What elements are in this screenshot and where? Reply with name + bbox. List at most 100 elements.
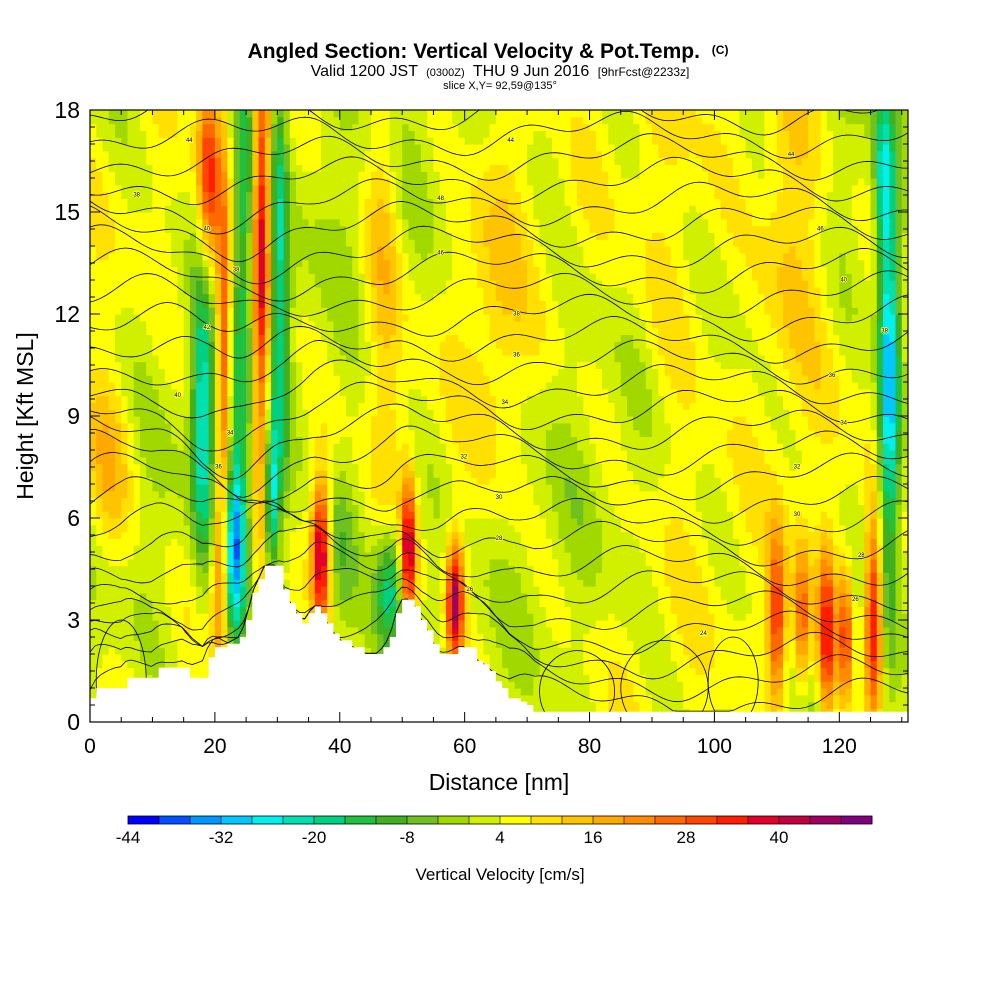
velocity-cell [158, 280, 166, 288]
velocity-cell [395, 150, 403, 159]
velocity-cell [433, 531, 441, 539]
velocity-cell [314, 463, 322, 471]
velocity-cell [364, 137, 372, 145]
velocity-cell [420, 429, 428, 437]
velocity-cell [96, 110, 104, 118]
velocity-cell [221, 511, 228, 519]
velocity-cell [389, 565, 397, 573]
velocity-cell [271, 334, 278, 342]
velocity-cell [258, 361, 266, 369]
velocity-cell [377, 518, 385, 526]
velocity-cell [358, 422, 366, 431]
velocity-cell [233, 225, 241, 233]
velocity-cell [158, 572, 166, 580]
velocity-cell [346, 463, 353, 471]
velocity-cell [395, 259, 403, 267]
velocity-cell [189, 198, 197, 206]
velocity-cell [171, 293, 179, 301]
velocity-cell [158, 259, 166, 267]
velocity-cell [377, 409, 385, 417]
velocity-cell [327, 436, 335, 444]
velocity-cell [296, 572, 303, 580]
velocity-cell [246, 497, 253, 505]
velocity-cell [364, 443, 372, 451]
velocity-cell [202, 368, 210, 376]
velocity-cell [389, 171, 397, 179]
velocity-cell [283, 361, 291, 369]
velocity-cell [246, 409, 253, 417]
velocity-cell [164, 477, 172, 485]
velocity-cell [233, 178, 241, 186]
velocity-cell [171, 552, 179, 560]
velocity-cell [277, 307, 285, 315]
velocity-cell [227, 164, 235, 172]
velocity-cell [408, 293, 416, 301]
velocity-cell [158, 470, 166, 478]
velocity-cell [327, 524, 335, 533]
velocity-cell [277, 375, 285, 383]
velocity-cell [208, 463, 216, 471]
velocity-cell [171, 613, 179, 621]
velocity-cell [420, 402, 428, 410]
velocity-cell [370, 402, 378, 410]
velocity-cell [358, 110, 366, 118]
velocity-cell [252, 545, 260, 553]
velocity-cell [314, 144, 322, 152]
velocity-cell [346, 293, 353, 301]
velocity-cell [289, 565, 297, 573]
velocity-cell [414, 558, 422, 567]
velocity-cell [402, 164, 410, 172]
velocity-cell [277, 402, 285, 410]
velocity-cell [302, 334, 310, 342]
velocity-cell [127, 395, 135, 403]
velocity-cell [395, 198, 403, 206]
velocity-cell [377, 484, 385, 492]
velocity-cell [402, 191, 410, 199]
velocity-cell [327, 314, 335, 322]
velocity-cell [114, 470, 122, 478]
velocity-cell [327, 592, 335, 601]
velocity-cell [233, 246, 241, 254]
velocity-cell [164, 640, 172, 648]
velocity-cell [121, 171, 129, 179]
velocity-cell [420, 518, 428, 526]
velocity-cell [214, 286, 222, 295]
velocity-cell [420, 130, 428, 138]
velocity-cell [214, 626, 222, 635]
velocity-cell [289, 205, 297, 213]
velocity-cell [189, 144, 197, 152]
velocity-cell [352, 579, 360, 587]
velocity-cell [296, 579, 303, 587]
velocity-cell [296, 300, 303, 308]
velocity-cell [114, 599, 122, 607]
velocity-cell [114, 531, 122, 539]
velocity-cell [152, 450, 160, 458]
velocity-cell [321, 558, 328, 567]
velocity-cell [377, 524, 385, 533]
velocity-cell [377, 110, 385, 118]
velocity-cell [114, 660, 122, 669]
velocity-cell [264, 327, 272, 335]
velocity-cell [252, 198, 260, 206]
velocity-cell [364, 565, 372, 573]
velocity-cell [146, 654, 154, 662]
velocity-cell [383, 626, 391, 635]
velocity-cell [239, 484, 247, 492]
velocity-cell [152, 368, 160, 376]
velocity-cell [283, 252, 291, 261]
velocity-cell [189, 164, 197, 172]
velocity-cell [346, 538, 353, 546]
velocity-cell [246, 293, 253, 301]
velocity-cell [214, 456, 222, 465]
velocity-cell [96, 422, 104, 431]
velocity-cell [202, 599, 210, 607]
velocity-cell [202, 150, 210, 159]
velocity-cell [389, 307, 397, 315]
velocity-cell [271, 443, 278, 451]
velocity-cell [302, 307, 310, 315]
velocity-cell [102, 198, 110, 206]
velocity-cell [183, 232, 191, 240]
velocity-cell [395, 191, 403, 199]
velocity-cell [102, 647, 110, 655]
velocity-cell [314, 511, 322, 519]
